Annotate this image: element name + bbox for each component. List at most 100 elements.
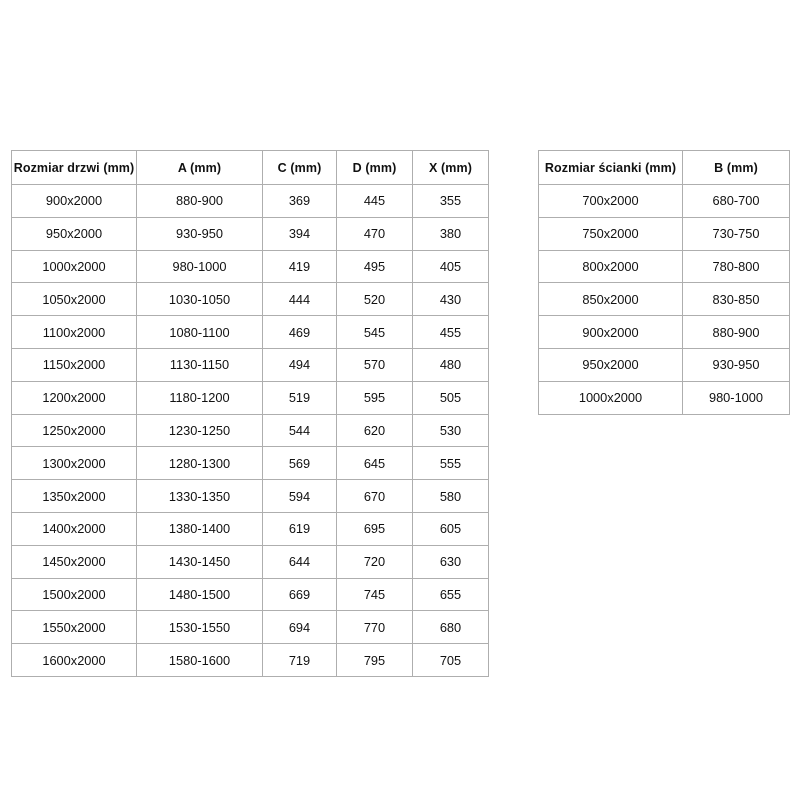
table-row: 700x2000 680-700 [538,184,790,218]
cell-x: 455 [412,315,489,349]
cell-c: 469 [262,315,337,349]
cell-d: 695 [336,511,413,546]
cell-x: 380 [412,216,489,251]
cell-c: 444 [262,282,337,317]
cell-c: 644 [262,544,337,579]
cell-door-size: 1550x2000 [11,610,137,645]
cell-c: 694 [262,610,337,645]
cell-a: 980-1000 [136,249,263,284]
cell-a: 1030-1050 [136,282,263,317]
table-row: 1350x2000 1330-1350 594 670 580 [11,479,489,513]
cell-d: 520 [336,282,413,317]
cell-door-size: 1450x2000 [11,544,137,579]
cell-wall-size: 750x2000 [538,216,683,251]
door-table-body: 900x2000 880-900 369 445 355 950x2000 930-950 3… [11,184,489,677]
table-row: 1300x2000 1280-1300 569 645 555 [11,446,489,481]
cell-door-size: 1350x2000 [11,479,137,513]
table-row: 1450x2000 1430-1450 644 720 630 [11,544,489,579]
table-row: 1250x2000 1230-1250 544 620 530 [11,413,489,448]
cell-door-size: 1600x2000 [11,643,137,677]
col-header-b: B (mm) [682,150,790,185]
door-table-header: Rozmiar drzwi (mm) A (mm) C (mm) D (mm) … [11,150,489,185]
cell-x: 480 [412,347,489,382]
cell-door-size: 1000x2000 [11,249,137,284]
cell-door-size: 1500x2000 [11,577,137,612]
cell-x: 405 [412,249,489,284]
cell-c: 519 [262,380,337,415]
cell-x: 655 [412,577,489,612]
cell-door-size: 1300x2000 [11,446,137,481]
cell-a: 1080-1100 [136,315,263,349]
table-row: 1400x2000 1380-1400 619 695 605 [11,511,489,546]
cell-d: 445 [336,184,413,218]
cell-wall-size: 850x2000 [538,282,683,317]
cell-d: 495 [336,249,413,284]
cell-x: 355 [412,184,489,218]
cell-c: 619 [262,511,337,546]
cell-a: 1380-1400 [136,511,263,546]
cell-a: 1430-1450 [136,544,263,579]
cell-wall-size: 700x2000 [538,184,683,218]
table-row: 1500x2000 1480-1500 669 745 655 [11,577,489,612]
table-row: 1550x2000 1530-1550 694 770 680 [11,610,489,645]
cell-a: 1530-1550 [136,610,263,645]
cell-d: 570 [336,347,413,382]
cell-d: 795 [336,643,413,677]
cell-x: 580 [412,479,489,513]
cell-c: 569 [262,446,337,481]
cell-a: 1580-1600 [136,643,263,677]
cell-door-size: 950x2000 [11,216,137,251]
cell-x: 630 [412,544,489,579]
cell-d: 620 [336,413,413,448]
cell-d: 470 [336,216,413,251]
col-header-x: X (mm) [412,150,489,185]
cell-c: 594 [262,479,337,513]
cell-x: 605 [412,511,489,546]
table-row: 900x2000 880-900 369 445 355 [11,184,489,218]
cell-a: 1330-1350 [136,479,263,513]
cell-b: 730-750 [682,216,790,251]
cell-x: 505 [412,380,489,415]
cell-wall-size: 950x2000 [538,347,683,382]
cell-b: 830-850 [682,282,790,317]
door-dimensions-table: Rozmiar drzwi (mm) A (mm) C (mm) D (mm) … [11,150,489,677]
col-header-a: A (mm) [136,150,263,185]
cell-a: 1230-1250 [136,413,263,448]
col-header-d: D (mm) [336,150,413,185]
cell-x: 430 [412,282,489,317]
cell-door-size: 1100x2000 [11,315,137,349]
cell-wall-size: 1000x2000 [538,380,683,415]
table-row: 800x2000 780-800 [538,249,790,284]
wall-table-header: Rozmiar ścianki (mm) B (mm) [538,150,790,185]
cell-x: 705 [412,643,489,677]
table-row: 1000x2000 980-1000 419 495 405 [11,249,489,284]
cell-c: 669 [262,577,337,612]
cell-a: 1180-1200 [136,380,263,415]
cell-d: 545 [336,315,413,349]
table-header-row: Rozmiar ścianki (mm) B (mm) [538,150,790,185]
cell-b: 930-950 [682,347,790,382]
cell-a: 1280-1300 [136,446,263,481]
cell-d: 645 [336,446,413,481]
cell-c: 419 [262,249,337,284]
col-header-door-size: Rozmiar drzwi (mm) [11,150,137,185]
cell-wall-size: 900x2000 [538,315,683,349]
cell-door-size: 1150x2000 [11,347,137,382]
cell-c: 394 [262,216,337,251]
table-row: 1000x2000 980-1000 [538,380,790,415]
table-row: 1600x2000 1580-1600 719 795 705 [11,643,489,677]
wall-dimensions-table: Rozmiar ścianki (mm) B (mm) 700x2000 680-… [538,150,790,415]
cell-wall-size: 800x2000 [538,249,683,284]
cell-a: 1130-1150 [136,347,263,382]
table-row: 1150x2000 1130-1150 494 570 480 [11,347,489,382]
cell-c: 544 [262,413,337,448]
table-row: 1200x2000 1180-1200 519 595 505 [11,380,489,415]
cell-a: 880-900 [136,184,263,218]
cell-d: 720 [336,544,413,579]
cell-b: 880-900 [682,315,790,349]
table-row: 1100x2000 1080-1100 469 545 455 [11,315,489,349]
cell-c: 494 [262,347,337,382]
table-row: 1050x2000 1030-1050 444 520 430 [11,282,489,317]
cell-d: 770 [336,610,413,645]
table-row: 950x2000 930-950 [538,347,790,382]
